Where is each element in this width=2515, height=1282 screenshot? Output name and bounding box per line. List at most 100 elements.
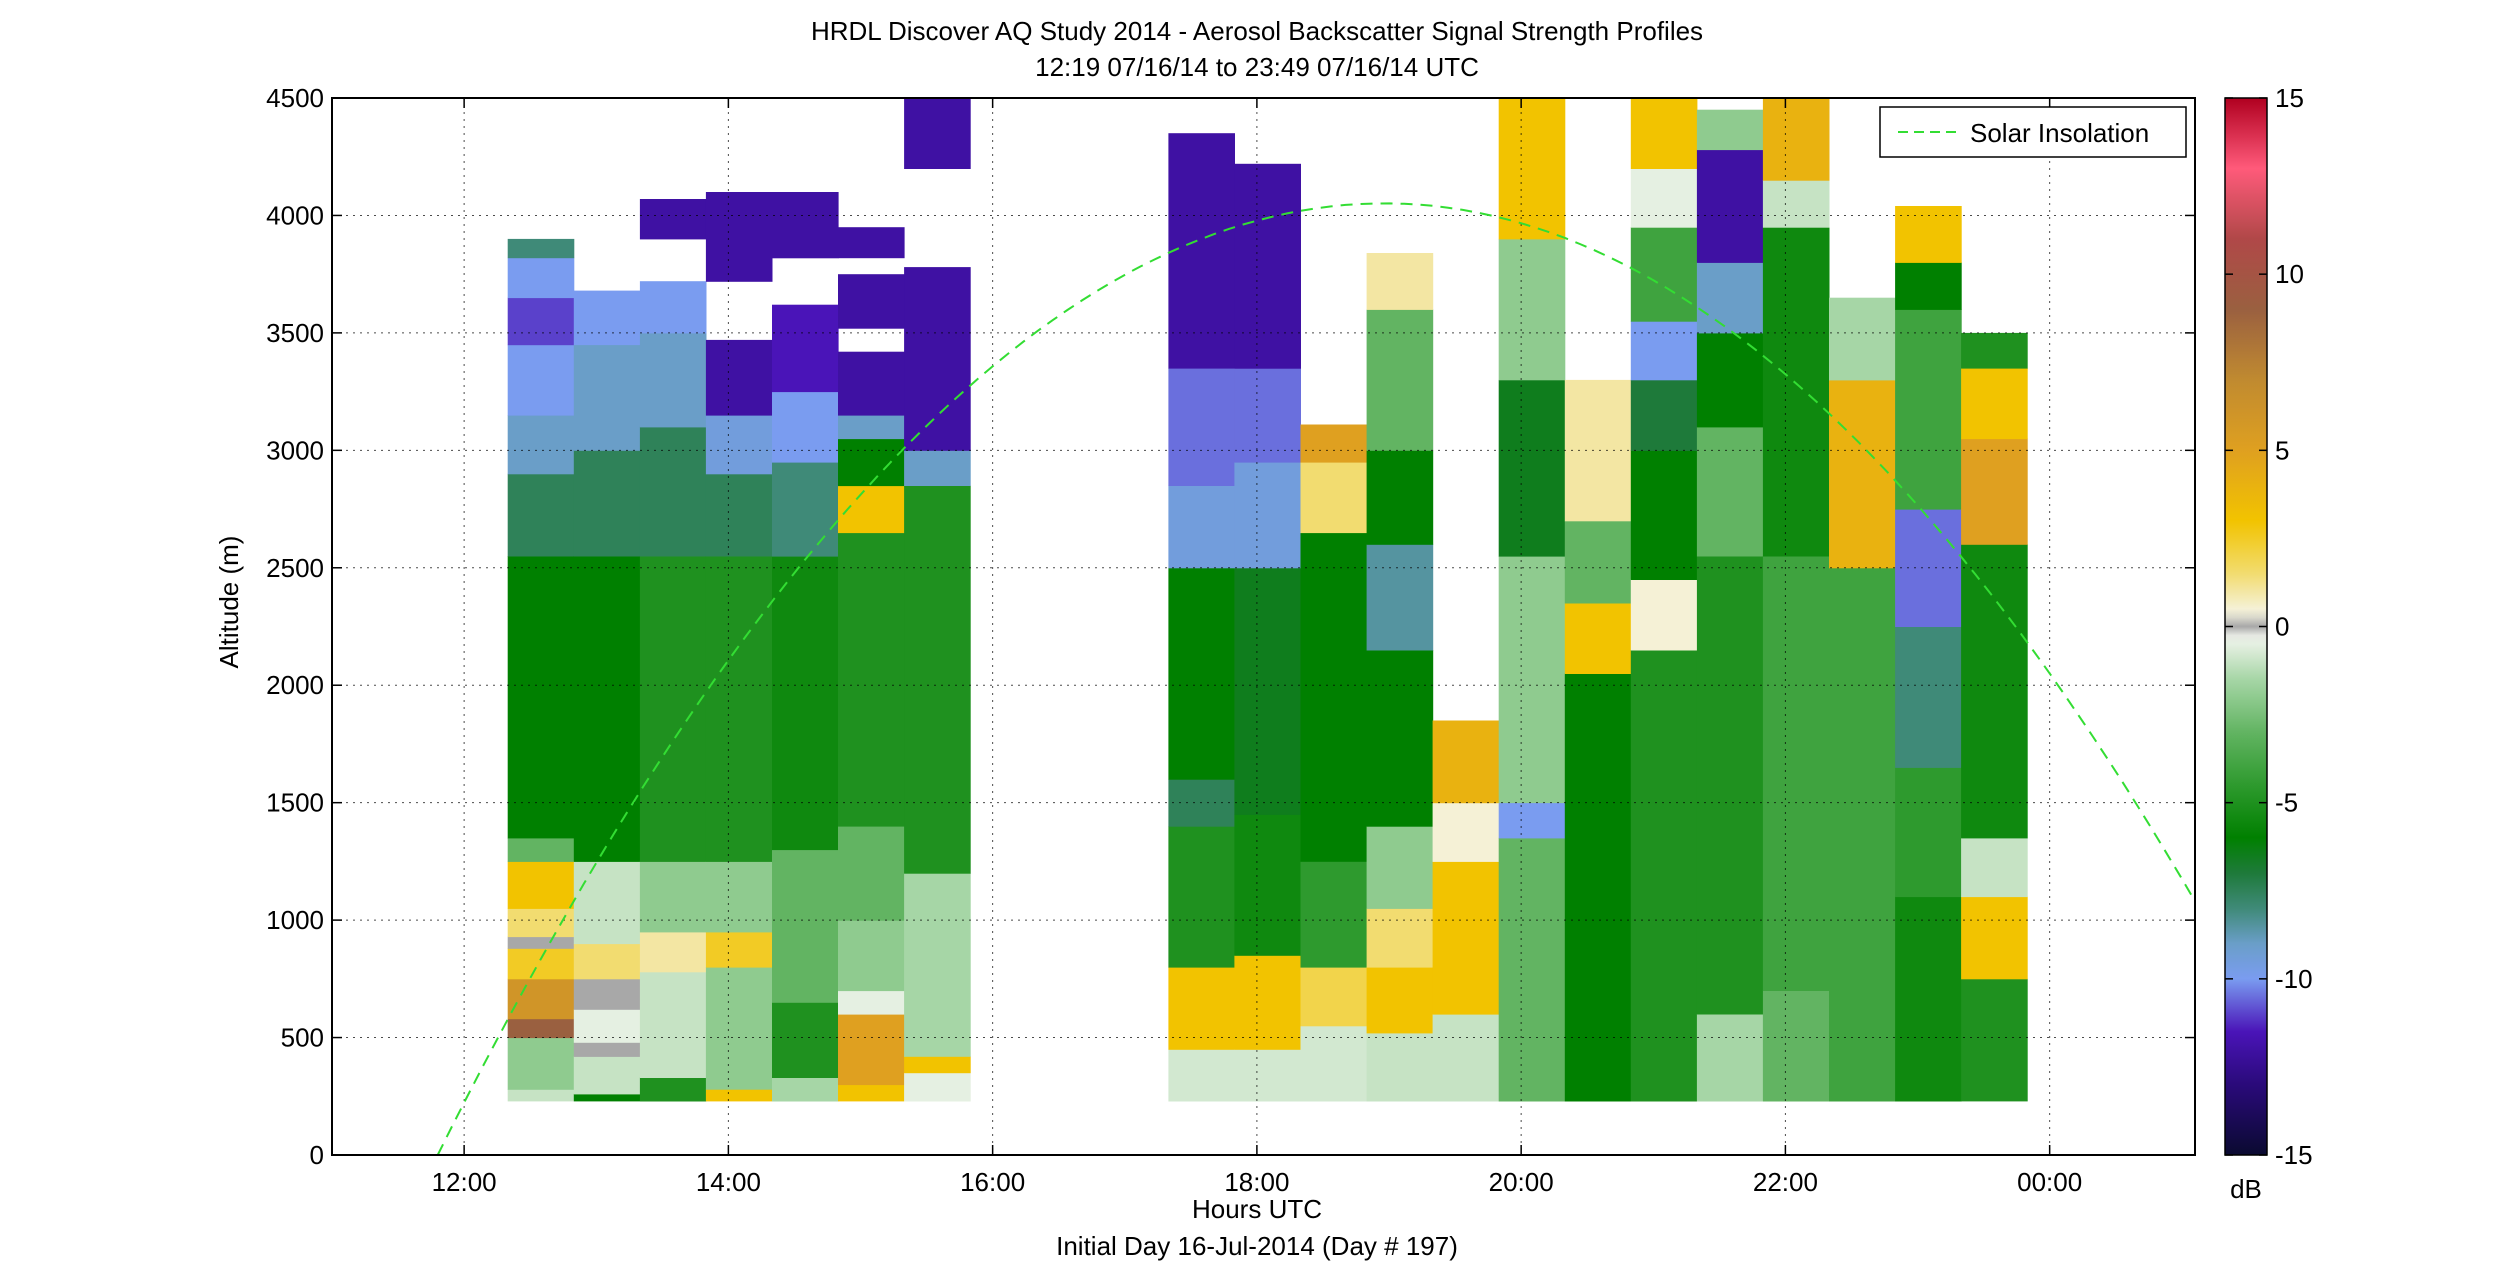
y-tick-label: 3000 xyxy=(266,435,324,465)
profile-cell xyxy=(1432,861,1500,968)
profile-cell xyxy=(507,1018,575,1039)
profile-cell xyxy=(838,438,905,487)
profile-cell xyxy=(1234,462,1301,569)
profile-cell xyxy=(639,199,707,240)
profile-cell xyxy=(705,415,773,475)
profile-cell xyxy=(573,978,641,1010)
profile-cell xyxy=(705,473,773,557)
profile-cell xyxy=(1895,767,1962,898)
profile-cell xyxy=(1829,297,1896,381)
profile-cell xyxy=(838,415,905,440)
profile-cell xyxy=(1300,1025,1368,1102)
profile-cell xyxy=(1895,309,1962,510)
profile-cell xyxy=(573,1093,641,1102)
colorbar-tick-label: 5 xyxy=(2275,435,2289,465)
profile-cell xyxy=(705,1089,773,1102)
profile-cell xyxy=(1168,1049,1235,1102)
y-tick-label: 4500 xyxy=(266,83,324,113)
profile-cell xyxy=(507,473,575,557)
profile-cell xyxy=(639,426,707,557)
profile-cell xyxy=(507,1089,575,1102)
chart-title: HRDL Discover AQ Study 2014 - Aerosol Ba… xyxy=(811,16,1703,46)
profile-cell xyxy=(1300,967,1368,1027)
profile-cell xyxy=(1762,98,1830,181)
x-tick-label: 22:00 xyxy=(1753,1167,1818,1197)
profile-cell xyxy=(1366,544,1434,651)
y-tick-label: 4000 xyxy=(266,200,324,230)
profile-cell xyxy=(1895,896,1962,1102)
profile-cell xyxy=(904,98,971,169)
profile-cell xyxy=(904,267,971,451)
profile-cell xyxy=(1762,990,1830,1102)
profile-cell xyxy=(1961,368,2028,440)
profile-cell xyxy=(573,1009,641,1043)
y-tick-label: 1000 xyxy=(266,905,324,935)
profile-cell xyxy=(1366,450,1434,545)
colorbar-tick-label: -10 xyxy=(2275,964,2313,994)
profile-cell xyxy=(1498,802,1566,839)
profile-cell xyxy=(1696,426,1764,557)
profile-cell xyxy=(1630,579,1698,651)
profile-cell xyxy=(1895,206,1962,263)
profile-cell xyxy=(1630,379,1698,451)
profile-cell xyxy=(1366,826,1434,909)
profile-cell xyxy=(639,556,707,862)
profile-cell xyxy=(1234,163,1301,369)
profile-cell xyxy=(1168,485,1235,569)
colorbar: -15 -10 -5 0 5 10 15 dB xyxy=(2224,83,2313,1204)
profile-cell xyxy=(573,1042,641,1057)
profile-cell xyxy=(1168,826,1235,968)
profile-cell xyxy=(772,391,839,463)
colorbar-ticks: -15 -10 -5 0 5 10 15 xyxy=(2225,83,2313,1170)
profile-cell xyxy=(772,304,839,393)
profile-cell xyxy=(573,861,641,945)
profile-cell xyxy=(1895,262,1962,310)
profile-cell xyxy=(507,908,575,938)
profile-cell xyxy=(772,462,839,557)
x-axis-label-secondary: Initial Day 16-Jul-2014 (Day # 197) xyxy=(1056,1231,1458,1261)
legend: Solar Insolation xyxy=(1879,106,2187,158)
profile-cell xyxy=(639,931,707,973)
profile-cell xyxy=(838,826,905,921)
profile-cell xyxy=(507,344,575,416)
profile-cell xyxy=(507,556,575,839)
x-tick-label: 12:00 xyxy=(432,1167,497,1197)
profile-cell xyxy=(705,967,773,1090)
profile-cell xyxy=(1168,967,1235,1050)
plot-frame xyxy=(331,97,2196,1156)
profile-cell xyxy=(838,485,905,534)
profile-cell xyxy=(705,861,773,933)
y-tick-label: 3500 xyxy=(266,318,324,348)
profile-cell xyxy=(904,1056,971,1074)
profile-cell xyxy=(1234,955,1301,1050)
profile-cell xyxy=(1895,626,1962,768)
profile-cell xyxy=(1432,802,1500,862)
profile-cell xyxy=(1432,720,1500,804)
profile-cell xyxy=(573,450,641,557)
x-tick-label: 14:00 xyxy=(696,1167,761,1197)
colorbar-tick-label: -15 xyxy=(2275,1140,2313,1170)
profile-cell xyxy=(507,297,575,346)
profile-cell xyxy=(1234,814,1301,956)
profile-cell xyxy=(1961,332,2028,369)
profile-cell xyxy=(1432,1014,1500,1102)
profile-cell xyxy=(772,556,839,851)
profile-cell xyxy=(1498,837,1566,1102)
profile-cell xyxy=(1300,424,1368,463)
profile-cell xyxy=(705,556,773,862)
profile-cell xyxy=(838,990,905,1015)
profile-cell xyxy=(1366,650,1434,827)
profile-cell xyxy=(639,861,707,933)
profile-cell xyxy=(1961,896,2028,980)
profile-cell xyxy=(838,532,905,827)
profile-cell xyxy=(904,873,971,1057)
profile-cell xyxy=(838,920,905,992)
profile-cell xyxy=(507,1037,575,1090)
profile-cell xyxy=(1829,567,1896,1102)
colorbar-tick-label: 10 xyxy=(2275,259,2304,289)
profile-cell xyxy=(1498,98,1566,240)
y-axis: 0 500 1000 1500 2000 2500 3000 3500 4000 4500 xyxy=(266,83,2195,1170)
x-tick-label: 20:00 xyxy=(1489,1167,1554,1197)
x-tick-label: 18:00 xyxy=(1224,1167,1289,1197)
colorbar-tick-label: 15 xyxy=(2275,83,2304,113)
